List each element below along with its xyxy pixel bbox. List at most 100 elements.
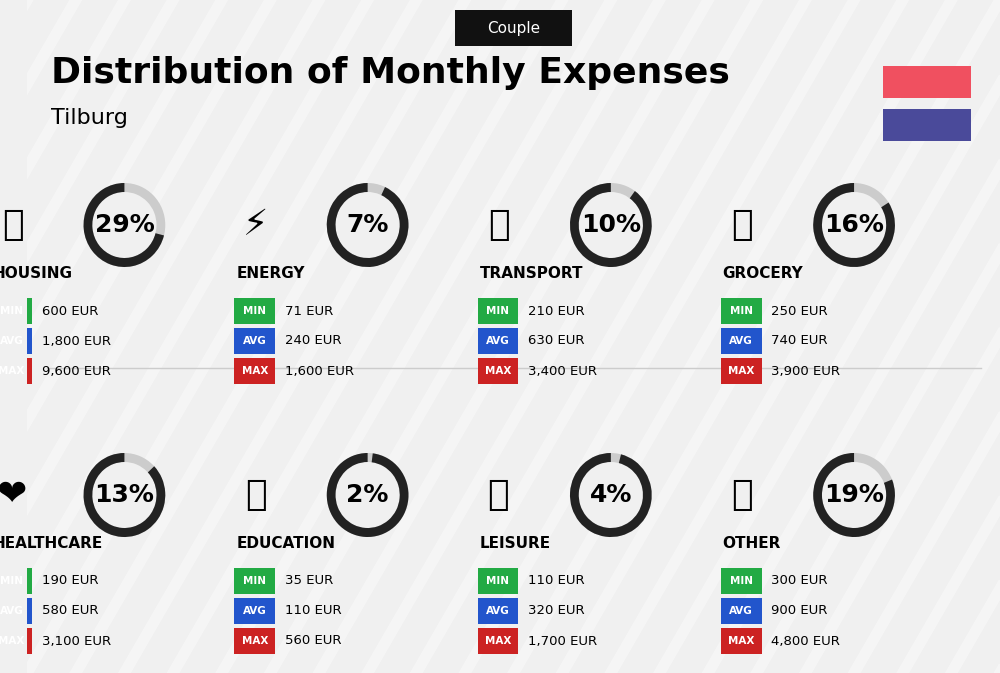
Text: MAX: MAX bbox=[0, 636, 25, 646]
Text: 4,800 EUR: 4,800 EUR bbox=[771, 635, 840, 647]
Text: MIN: MIN bbox=[0, 306, 23, 316]
FancyBboxPatch shape bbox=[478, 598, 518, 624]
Text: 🎓: 🎓 bbox=[245, 478, 267, 512]
Wedge shape bbox=[813, 453, 895, 537]
Text: MAX: MAX bbox=[485, 366, 511, 376]
Text: MIN: MIN bbox=[730, 576, 753, 586]
Text: TRANSPORT: TRANSPORT bbox=[480, 266, 583, 281]
Wedge shape bbox=[84, 183, 165, 267]
Circle shape bbox=[92, 462, 157, 528]
Text: 630 EUR: 630 EUR bbox=[528, 334, 585, 347]
FancyBboxPatch shape bbox=[478, 628, 518, 654]
Circle shape bbox=[336, 192, 400, 258]
Text: AVG: AVG bbox=[729, 336, 753, 346]
Text: MIN: MIN bbox=[486, 576, 509, 586]
FancyBboxPatch shape bbox=[0, 328, 32, 354]
Text: MAX: MAX bbox=[728, 636, 754, 646]
Circle shape bbox=[92, 192, 157, 258]
Wedge shape bbox=[570, 453, 652, 537]
FancyBboxPatch shape bbox=[478, 298, 518, 324]
Wedge shape bbox=[327, 453, 408, 537]
Text: AVG: AVG bbox=[729, 606, 753, 616]
Circle shape bbox=[579, 462, 643, 528]
FancyBboxPatch shape bbox=[455, 10, 572, 46]
FancyBboxPatch shape bbox=[234, 568, 275, 594]
Text: ⚡: ⚡ bbox=[243, 208, 268, 242]
Text: 560 EUR: 560 EUR bbox=[285, 635, 341, 647]
FancyBboxPatch shape bbox=[478, 358, 518, 384]
Text: 580 EUR: 580 EUR bbox=[42, 604, 98, 618]
Text: 35 EUR: 35 EUR bbox=[285, 575, 333, 588]
Text: 4%: 4% bbox=[590, 483, 632, 507]
Text: 240 EUR: 240 EUR bbox=[285, 334, 341, 347]
FancyBboxPatch shape bbox=[234, 628, 275, 654]
FancyBboxPatch shape bbox=[0, 628, 32, 654]
Wedge shape bbox=[84, 453, 165, 537]
Text: 3,400 EUR: 3,400 EUR bbox=[528, 365, 597, 378]
Text: 740 EUR: 740 EUR bbox=[771, 334, 828, 347]
Wedge shape bbox=[84, 453, 165, 537]
Text: 210 EUR: 210 EUR bbox=[528, 304, 585, 318]
Text: 190 EUR: 190 EUR bbox=[42, 575, 98, 588]
Wedge shape bbox=[570, 453, 652, 537]
Text: 💰: 💰 bbox=[731, 478, 753, 512]
Text: Couple: Couple bbox=[487, 20, 540, 36]
Wedge shape bbox=[570, 183, 652, 267]
Text: 900 EUR: 900 EUR bbox=[771, 604, 828, 618]
Text: 🚌: 🚌 bbox=[488, 208, 510, 242]
FancyBboxPatch shape bbox=[883, 109, 971, 141]
Circle shape bbox=[822, 192, 886, 258]
Text: 320 EUR: 320 EUR bbox=[528, 604, 585, 618]
FancyBboxPatch shape bbox=[0, 568, 32, 594]
Text: 🛍️: 🛍️ bbox=[488, 478, 510, 512]
Text: 300 EUR: 300 EUR bbox=[771, 575, 828, 588]
Text: MIN: MIN bbox=[486, 306, 509, 316]
FancyBboxPatch shape bbox=[721, 598, 762, 624]
Circle shape bbox=[579, 192, 643, 258]
Text: 10%: 10% bbox=[581, 213, 641, 237]
Text: MIN: MIN bbox=[243, 306, 266, 316]
Text: 1,600 EUR: 1,600 EUR bbox=[285, 365, 354, 378]
Text: ❤️: ❤️ bbox=[0, 478, 28, 512]
Text: MIN: MIN bbox=[243, 576, 266, 586]
FancyBboxPatch shape bbox=[721, 328, 762, 354]
Text: AVG: AVG bbox=[486, 336, 510, 346]
Wedge shape bbox=[813, 183, 895, 267]
Wedge shape bbox=[813, 453, 895, 537]
FancyBboxPatch shape bbox=[0, 358, 32, 384]
Text: 13%: 13% bbox=[94, 483, 154, 507]
Text: MAX: MAX bbox=[485, 636, 511, 646]
FancyBboxPatch shape bbox=[721, 568, 762, 594]
Text: ENERGY: ENERGY bbox=[236, 266, 305, 281]
FancyBboxPatch shape bbox=[883, 66, 971, 98]
FancyBboxPatch shape bbox=[478, 568, 518, 594]
Text: 16%: 16% bbox=[824, 213, 884, 237]
Text: MAX: MAX bbox=[242, 636, 268, 646]
Text: HEALTHCARE: HEALTHCARE bbox=[0, 536, 103, 551]
Text: MIN: MIN bbox=[0, 576, 23, 586]
Wedge shape bbox=[813, 183, 895, 267]
Text: AVG: AVG bbox=[486, 606, 510, 616]
Text: 7%: 7% bbox=[346, 213, 389, 237]
Text: 3,900 EUR: 3,900 EUR bbox=[771, 365, 840, 378]
Text: OTHER: OTHER bbox=[723, 536, 781, 551]
Text: 600 EUR: 600 EUR bbox=[42, 304, 98, 318]
Text: Distribution of Monthly Expenses: Distribution of Monthly Expenses bbox=[51, 56, 730, 90]
Text: 2%: 2% bbox=[346, 483, 389, 507]
Text: 3,100 EUR: 3,100 EUR bbox=[42, 635, 111, 647]
FancyBboxPatch shape bbox=[721, 358, 762, 384]
FancyBboxPatch shape bbox=[234, 598, 275, 624]
Text: Tilburg: Tilburg bbox=[51, 108, 128, 128]
Text: MIN: MIN bbox=[730, 306, 753, 316]
Text: 110 EUR: 110 EUR bbox=[528, 575, 585, 588]
Text: 1,700 EUR: 1,700 EUR bbox=[528, 635, 597, 647]
Wedge shape bbox=[84, 183, 164, 267]
Text: LEISURE: LEISURE bbox=[480, 536, 551, 551]
FancyBboxPatch shape bbox=[721, 298, 762, 324]
Text: 71 EUR: 71 EUR bbox=[285, 304, 333, 318]
Text: 110 EUR: 110 EUR bbox=[285, 604, 342, 618]
Circle shape bbox=[336, 462, 400, 528]
FancyBboxPatch shape bbox=[234, 328, 275, 354]
Text: AVG: AVG bbox=[0, 606, 23, 616]
Circle shape bbox=[822, 462, 886, 528]
